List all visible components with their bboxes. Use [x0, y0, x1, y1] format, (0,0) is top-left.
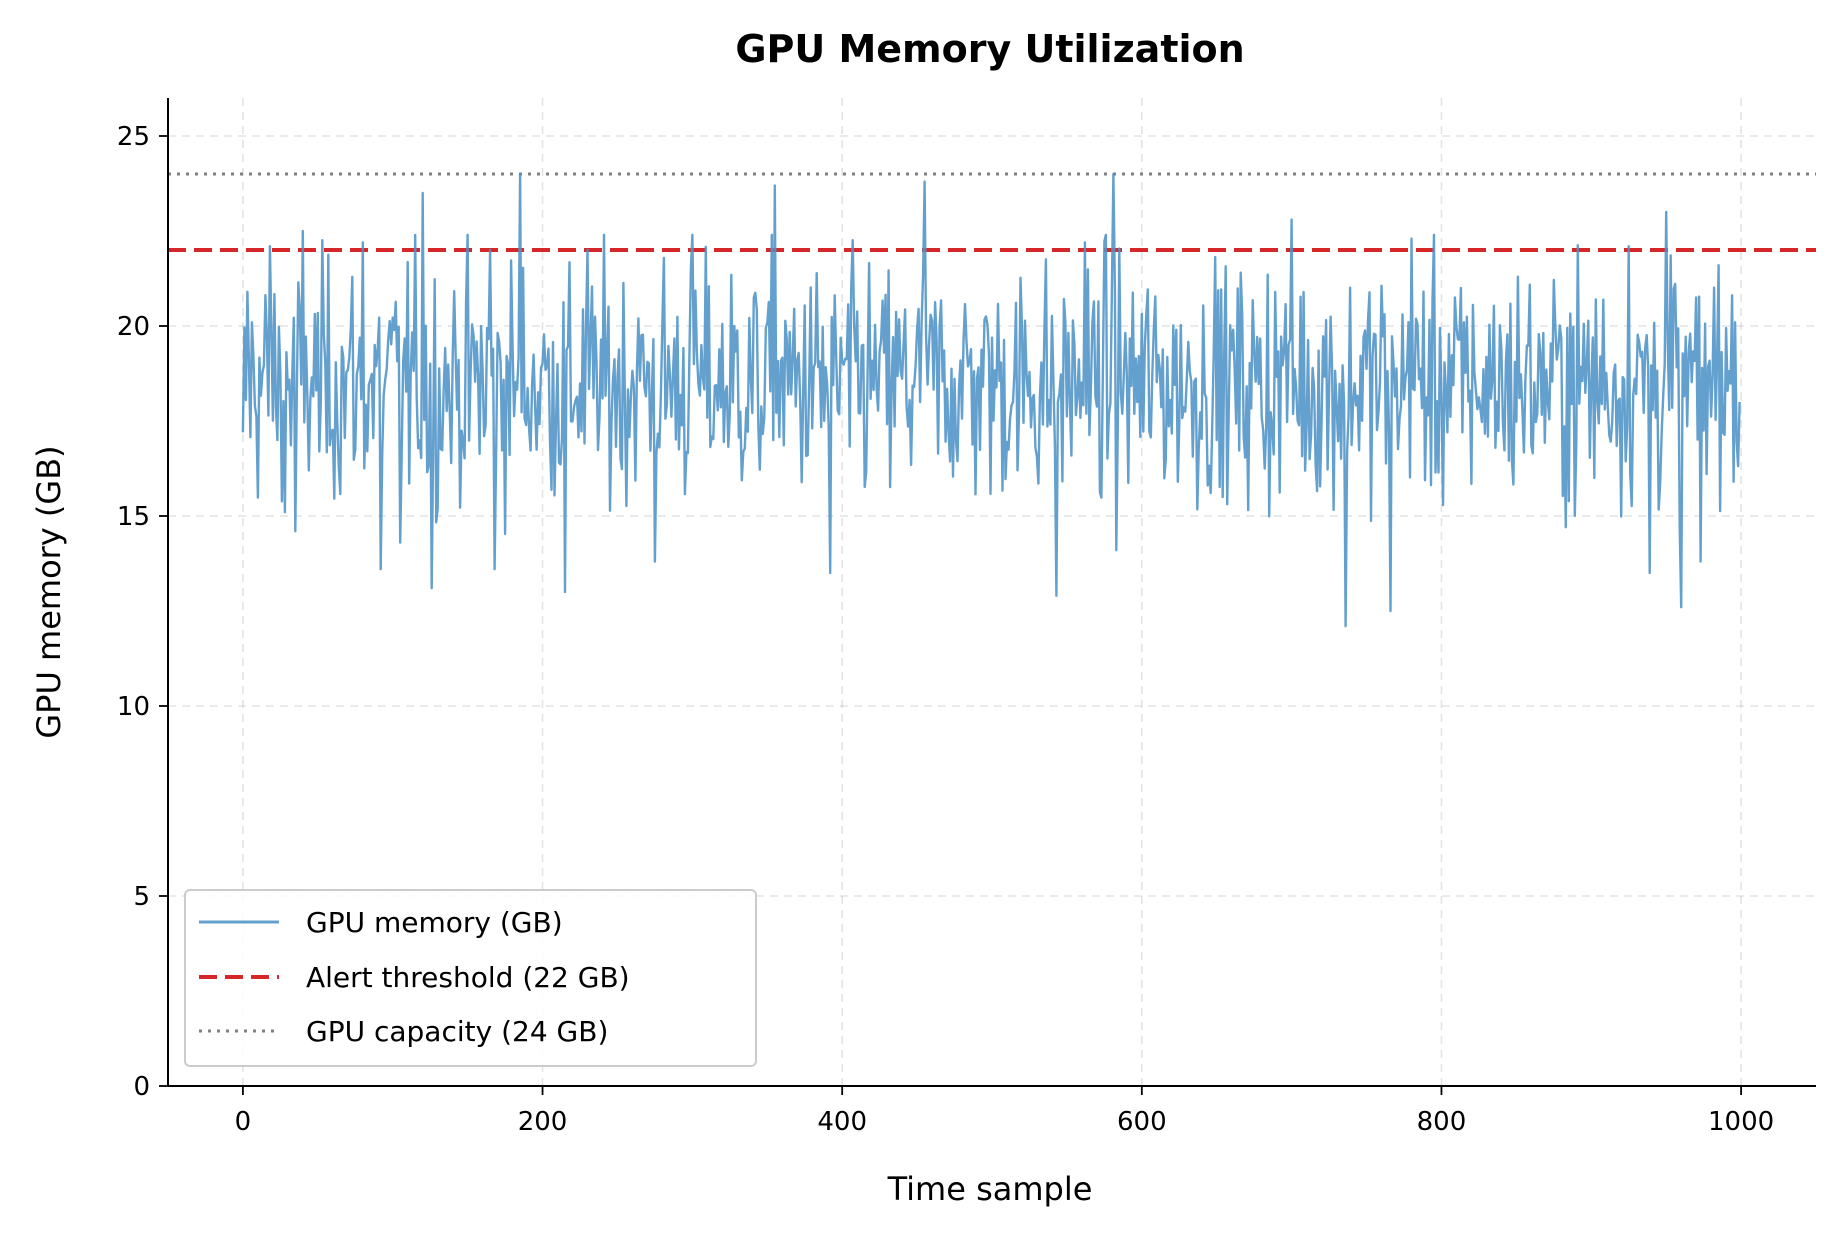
x-tick-label: 0 [235, 1107, 252, 1137]
legend-frame [184, 889, 757, 1067]
x-tick-label: 1000 [1708, 1107, 1774, 1137]
gpu-memory-series-line [241, 172, 1741, 628]
x-tick-label: 600 [1117, 1107, 1167, 1137]
x-ticks: 0 200 400 600 800 1000 [235, 1086, 1774, 1137]
y-ticks: 0 5 10 15 20 25 [117, 122, 168, 1102]
y-axis-label: GPU memory (GB) [30, 445, 68, 738]
legend-label-alert-threshold: Alert threshold (22 GB) [306, 961, 630, 994]
chart-title: GPU Memory Utilization [735, 27, 1244, 71]
legend-label-gpu-memory: GPU memory (GB) [306, 906, 563, 939]
y-tick-label: 25 [117, 122, 150, 152]
x-tick-label: 200 [518, 1107, 568, 1137]
x-tick-label: 400 [817, 1107, 867, 1137]
axes [167, 98, 1816, 1087]
legend-label-gpu-capacity: GPU capacity (24 GB) [306, 1015, 608, 1048]
legend: GPU memory (GB) Alert threshold (22 GB) … [184, 889, 757, 1067]
y-tick-label: 20 [117, 312, 150, 342]
x-axis-label: Time sample [887, 1170, 1093, 1208]
y-tick-label: 5 [133, 882, 150, 912]
y-tick-label: 0 [133, 1072, 150, 1102]
y-tick-label: 15 [117, 502, 150, 532]
x-tick-label: 800 [1417, 1107, 1467, 1137]
y-tick-label: 10 [117, 692, 150, 722]
reference-lines [168, 172, 1816, 252]
